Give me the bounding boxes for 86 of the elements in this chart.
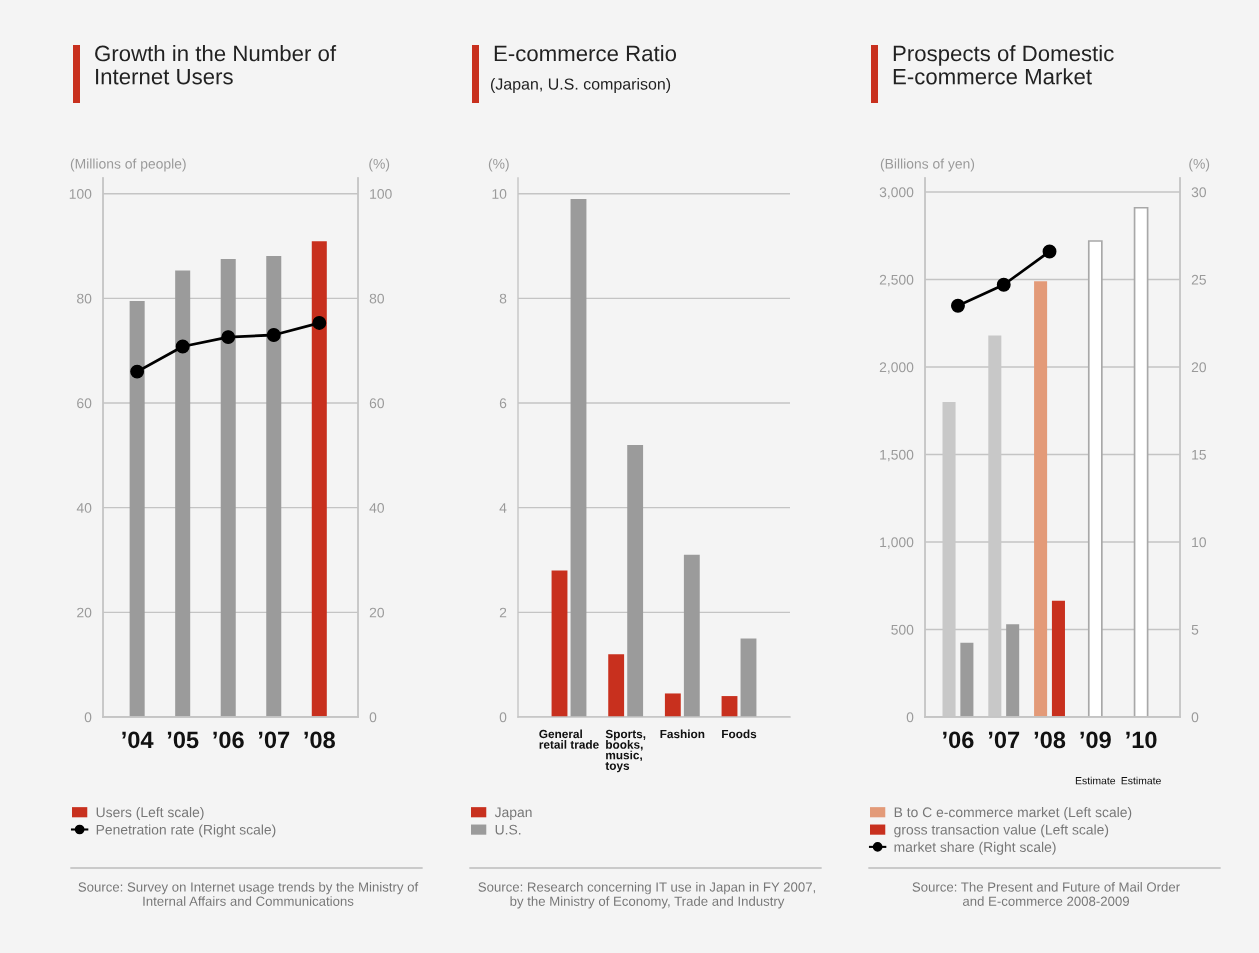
chart-subtitle: (Japan, U.S. comparison) xyxy=(490,78,671,93)
bar xyxy=(311,241,327,717)
bar xyxy=(740,638,757,717)
y2-tick-label: 60 xyxy=(369,398,385,409)
y-tick-label: 2 xyxy=(499,607,507,618)
y2-axis-title: (%) xyxy=(369,158,390,172)
x-tick-label: ’08 xyxy=(1034,731,1066,749)
y2-tick-label: 20 xyxy=(1191,362,1207,373)
y-tick-label: 100 xyxy=(69,189,92,199)
category-label: ’09 Estimate xyxy=(1075,731,1116,785)
y-axis-title: (Millions of people) xyxy=(70,158,186,172)
y-tick-label: 500 xyxy=(891,624,914,635)
x-tick-label: Foods xyxy=(722,729,757,739)
point xyxy=(951,298,965,313)
point xyxy=(1042,244,1057,259)
x-tick-label: Fashion xyxy=(660,729,705,739)
legend-label: gross transaction value (Left scale) xyxy=(894,824,1109,838)
point xyxy=(130,364,145,379)
y-tick-label: 1,000 xyxy=(880,537,914,549)
bar xyxy=(551,570,568,717)
x-tick-label: ’07 xyxy=(258,731,290,749)
bar xyxy=(220,259,236,717)
y-tick-label: 1,500 xyxy=(880,449,914,462)
y-tick-label: 40 xyxy=(76,503,92,513)
point xyxy=(312,316,327,330)
x-tick-label: ’07 xyxy=(988,731,1020,749)
source-note: Source: The Present and Future of Mail Order and E-commerce 2008-2009 xyxy=(912,882,1180,906)
bar xyxy=(721,696,738,717)
chart-title: Growth in the Number of Internet Users xyxy=(95,45,337,85)
chart-title: E-commerce Ratio xyxy=(494,45,677,62)
x-tick-label: ’06 xyxy=(943,731,974,749)
legend-label: Penetration rate (Right scale) xyxy=(96,824,276,838)
y2-tick-label: 40 xyxy=(369,503,385,513)
y2-tick-label: 10 xyxy=(1192,537,1207,548)
source-note: Source: Survey on Internet usage trends by the Ministry of Internal Affairs and Communications xyxy=(78,882,419,906)
bar xyxy=(664,693,681,717)
y-tick-label: 2,500 xyxy=(879,274,914,287)
x-tick-label: ’04 xyxy=(122,731,154,749)
bar xyxy=(266,255,282,717)
point xyxy=(996,277,1011,292)
bar xyxy=(129,300,145,717)
y-tick-label: 3,000 xyxy=(879,187,914,199)
y-tick-label: 60 xyxy=(77,398,92,409)
source-note: Source: Research concerning IT use in Japan in FY 2007, by the Ministry of Economy, Trade and Industry xyxy=(478,882,816,909)
y2-tick-label: 15 xyxy=(1192,449,1206,460)
category-label: ’10 Estimate xyxy=(1121,731,1161,785)
y-tick-label: 0 xyxy=(84,712,92,723)
y2-tick-label: 0 xyxy=(1191,712,1199,723)
y-axis-title: (Billions of yen) xyxy=(880,158,975,172)
x-tick-label: ’08 xyxy=(304,731,335,749)
legend-label: B to C e-commerce market (Left scale) xyxy=(894,807,1132,820)
bar xyxy=(175,270,191,717)
y2-tick-label: 20 xyxy=(369,607,385,618)
y-tick-label: 2,000 xyxy=(879,362,914,374)
y2-tick-label: 100 xyxy=(370,189,392,199)
y-tick-label: 20 xyxy=(77,607,92,618)
bar xyxy=(683,554,700,717)
point xyxy=(221,330,236,345)
y2-axis-title: (%) xyxy=(1189,158,1210,172)
y2-tick-label: 5 xyxy=(1191,624,1199,635)
y-tick-label: 0 xyxy=(906,712,914,723)
y2-tick-label: 30 xyxy=(1191,187,1207,198)
y-tick-label: 4 xyxy=(499,503,507,513)
y-tick-label: 0 xyxy=(499,712,507,723)
y-axis-title: (%) xyxy=(488,158,509,172)
y-tick-label: 10 xyxy=(492,189,507,199)
y2-tick-label: 80 xyxy=(369,293,385,304)
legend-label: market share (Right scale) xyxy=(894,841,1056,855)
y-tick-label: 8 xyxy=(499,293,507,304)
bar xyxy=(570,198,587,717)
legend-label: Japan xyxy=(494,807,532,820)
bar xyxy=(627,444,644,717)
point xyxy=(175,339,190,354)
y-tick-label: 80 xyxy=(77,293,92,304)
y2-tick-label: 0 xyxy=(369,712,377,723)
y-tick-label: 6 xyxy=(499,398,507,409)
x-tick-label: ’05 xyxy=(167,731,199,749)
x-tick-label: ’06 xyxy=(213,731,244,749)
bar xyxy=(608,654,625,717)
legend-label: U.S. xyxy=(495,824,521,835)
x-tick-label: Sports, books, music, toys xyxy=(605,729,646,773)
point xyxy=(266,328,281,342)
y2-tick-label: 25 xyxy=(1191,274,1206,285)
chart-title: Prospects of Domestic E-commerce Market xyxy=(893,45,1114,85)
x-tick-label: General retail trade xyxy=(539,729,599,749)
legend-label: Users (Left scale) xyxy=(96,807,204,820)
